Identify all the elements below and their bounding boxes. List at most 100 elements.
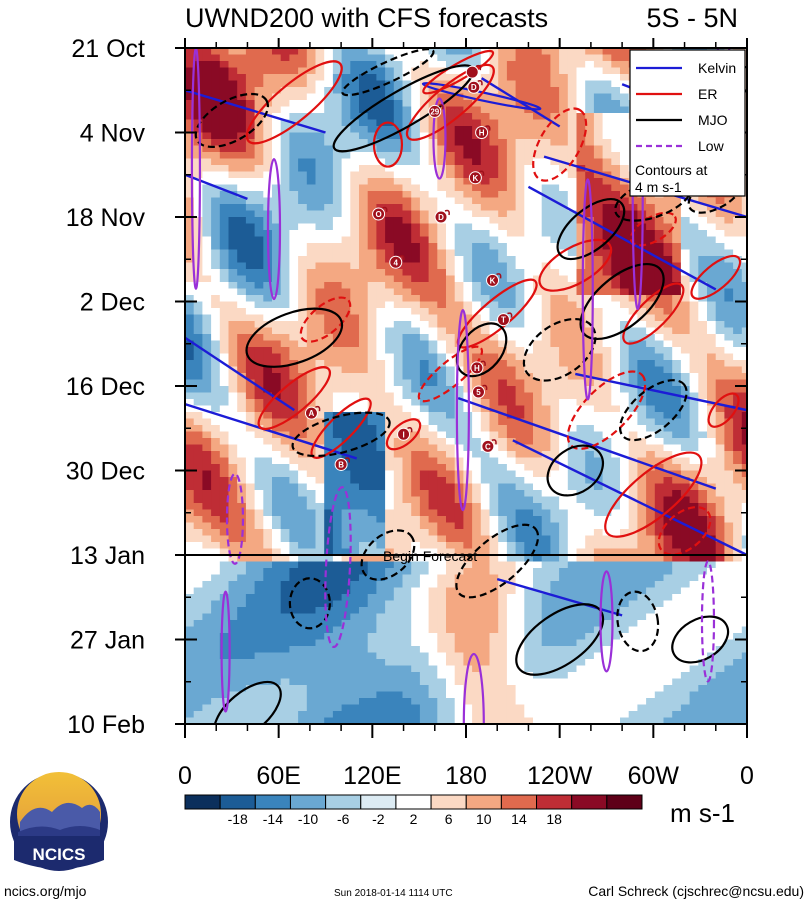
heatmap-cell bbox=[567, 191, 578, 199]
heatmap-cell bbox=[593, 360, 604, 368]
heatmap-cell bbox=[654, 451, 665, 459]
heatmap-cell bbox=[698, 230, 708, 238]
heatmap-cell bbox=[350, 158, 360, 166]
heatmap-cell bbox=[306, 191, 317, 199]
heatmap-cell bbox=[550, 191, 560, 199]
heatmap-cell bbox=[237, 412, 247, 420]
heatmap-cell bbox=[272, 366, 282, 374]
heatmap-cell bbox=[689, 217, 699, 225]
heatmap-cell bbox=[506, 191, 517, 199]
heatmap-cell bbox=[550, 223, 560, 231]
heatmap-cell bbox=[506, 366, 517, 374]
heatmap-cell bbox=[498, 470, 508, 478]
heatmap-cell bbox=[663, 275, 673, 283]
heatmap-cell bbox=[541, 80, 551, 88]
heatmap-cell bbox=[611, 184, 621, 192]
heatmap-cell bbox=[359, 87, 369, 95]
heatmap-cell bbox=[463, 126, 473, 134]
heatmap-cell bbox=[541, 464, 551, 472]
heatmap-cell bbox=[245, 178, 256, 186]
heatmap-cell bbox=[593, 503, 604, 511]
heatmap-cell bbox=[376, 496, 386, 504]
heatmap-cell bbox=[298, 191, 308, 199]
heatmap-cell bbox=[428, 516, 438, 524]
heatmap-cell bbox=[646, 470, 656, 478]
heatmap-cell bbox=[306, 197, 317, 205]
heatmap-cell bbox=[341, 93, 351, 101]
heatmap-cell bbox=[315, 503, 325, 511]
heatmap-cell bbox=[585, 308, 595, 316]
heatmap-cell bbox=[237, 431, 247, 439]
heatmap-cell bbox=[332, 171, 343, 179]
heatmap-cell bbox=[646, 308, 656, 316]
heatmap-cell bbox=[254, 301, 264, 309]
heatmap-cell bbox=[515, 405, 525, 413]
heatmap-cell bbox=[489, 288, 499, 296]
heatmap-cell bbox=[193, 516, 203, 524]
heatmap-cell bbox=[350, 178, 360, 186]
heatmap-cell bbox=[367, 308, 377, 316]
heatmap-cell bbox=[454, 100, 464, 108]
heatmap-cell bbox=[385, 48, 395, 56]
heatmap-cell bbox=[741, 308, 747, 316]
heatmap-cell bbox=[506, 542, 517, 550]
heatmap-cell bbox=[446, 126, 456, 134]
heatmap-cell bbox=[663, 477, 673, 485]
heatmap-cell bbox=[359, 106, 369, 114]
heatmap-cell bbox=[620, 288, 630, 296]
heatmap-cell bbox=[576, 366, 586, 374]
heatmap-cell bbox=[202, 373, 212, 381]
heatmap-cell bbox=[454, 308, 464, 316]
heatmap-cell bbox=[515, 542, 525, 550]
heatmap-cell bbox=[602, 54, 612, 62]
heatmap-cell bbox=[219, 477, 230, 485]
heatmap-cell bbox=[533, 243, 543, 251]
heatmap-cell bbox=[324, 243, 334, 251]
heatmap-cell bbox=[489, 236, 499, 244]
heatmap-cell bbox=[228, 509, 238, 517]
heatmap-cell bbox=[593, 392, 604, 400]
heatmap-cell bbox=[646, 477, 656, 485]
heatmap-cell bbox=[228, 61, 238, 69]
heatmap-cell bbox=[341, 119, 351, 127]
heatmap-cell bbox=[550, 347, 560, 355]
heatmap-cell bbox=[324, 178, 334, 186]
heatmap-cell bbox=[350, 230, 360, 238]
heatmap-cell bbox=[637, 353, 647, 361]
heatmap-cell bbox=[620, 275, 630, 283]
heatmap-cell bbox=[698, 399, 708, 407]
heatmap-cell bbox=[306, 178, 317, 186]
heatmap-cell bbox=[315, 87, 325, 95]
heatmap-cell bbox=[707, 366, 717, 374]
heatmap-cell bbox=[280, 269, 290, 277]
heatmap-cell bbox=[472, 236, 482, 244]
heatmap-cell bbox=[611, 74, 621, 82]
heatmap-cell bbox=[385, 496, 395, 504]
heatmap-cell bbox=[350, 223, 360, 231]
heatmap-cell bbox=[559, 483, 569, 491]
heatmap-cell bbox=[611, 282, 621, 290]
heatmap-cell bbox=[498, 139, 508, 147]
heatmap-cell bbox=[376, 119, 386, 127]
heatmap-cell bbox=[411, 100, 421, 108]
heatmap-cell bbox=[367, 223, 377, 231]
heatmap-cell bbox=[576, 204, 586, 212]
heatmap-cell bbox=[698, 288, 708, 296]
heatmap-cell bbox=[533, 321, 543, 329]
heatmap-cell bbox=[611, 178, 621, 186]
heatmap-cell bbox=[454, 282, 464, 290]
heatmap-cell bbox=[289, 191, 299, 199]
heatmap-cell bbox=[593, 230, 604, 238]
heatmap-cell bbox=[350, 256, 360, 264]
heatmap-cell bbox=[515, 106, 525, 114]
heatmap-cell bbox=[646, 496, 656, 504]
heatmap-cell bbox=[402, 113, 412, 121]
heatmap-cell bbox=[211, 223, 221, 231]
heatmap-cell bbox=[541, 256, 551, 264]
heatmap-cell bbox=[350, 360, 360, 368]
heatmap-cell bbox=[611, 61, 621, 69]
heatmap-cell bbox=[428, 373, 438, 381]
heatmap-cell bbox=[228, 308, 238, 316]
heatmap-cell bbox=[576, 542, 586, 550]
